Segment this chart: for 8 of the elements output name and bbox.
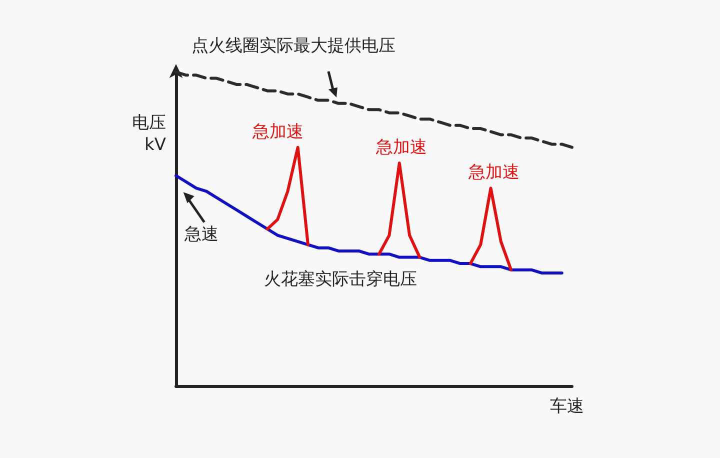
series-label: 点火线圈实际最大提供电压 (192, 36, 396, 56)
series-label: 急加速 (467, 162, 520, 183)
y-axis-title: 电压 kV (132, 113, 166, 155)
x-axis-title: 车速 (550, 396, 584, 416)
annotation: 急速 (183, 224, 218, 245)
series-label: 急加速 (374, 138, 427, 158)
annotation: 火花塞实际击穿电压 (264, 269, 418, 290)
series-label: 急加速 (251, 122, 304, 142)
